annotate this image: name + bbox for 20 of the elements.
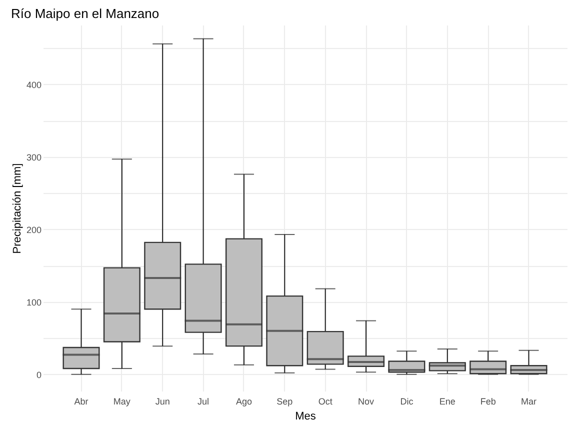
y-tick-label: 200 (26, 224, 42, 235)
x-tick-label: Ago (236, 396, 252, 406)
x-tick-label: Abr (74, 396, 88, 406)
y-tick-label: 100 (26, 297, 42, 308)
x-tick-label: Jun (155, 396, 170, 406)
x-tick-label: Jul (198, 396, 210, 406)
x-tick-label: Feb (480, 396, 496, 406)
y-tick-label: 0 (36, 370, 42, 380)
x-tick-label: May (113, 396, 131, 406)
x-tick-label: Sep (276, 396, 293, 406)
chart-title: Río Maipo en el Manzano (10, 6, 160, 21)
x-tick-label: Ene (439, 396, 456, 406)
y-tick-label: 400 (26, 80, 42, 90)
y-axis-title: Precipitación [mm] (11, 163, 24, 254)
y-tick-label: 300 (26, 152, 42, 162)
x-axis-title: Mes (295, 410, 316, 422)
x-tick-label: Oct (318, 396, 333, 406)
x-tick-label: Dic (400, 396, 414, 406)
x-tick-label: Mar (521, 396, 537, 406)
x-tick-label: Nov (358, 396, 375, 406)
